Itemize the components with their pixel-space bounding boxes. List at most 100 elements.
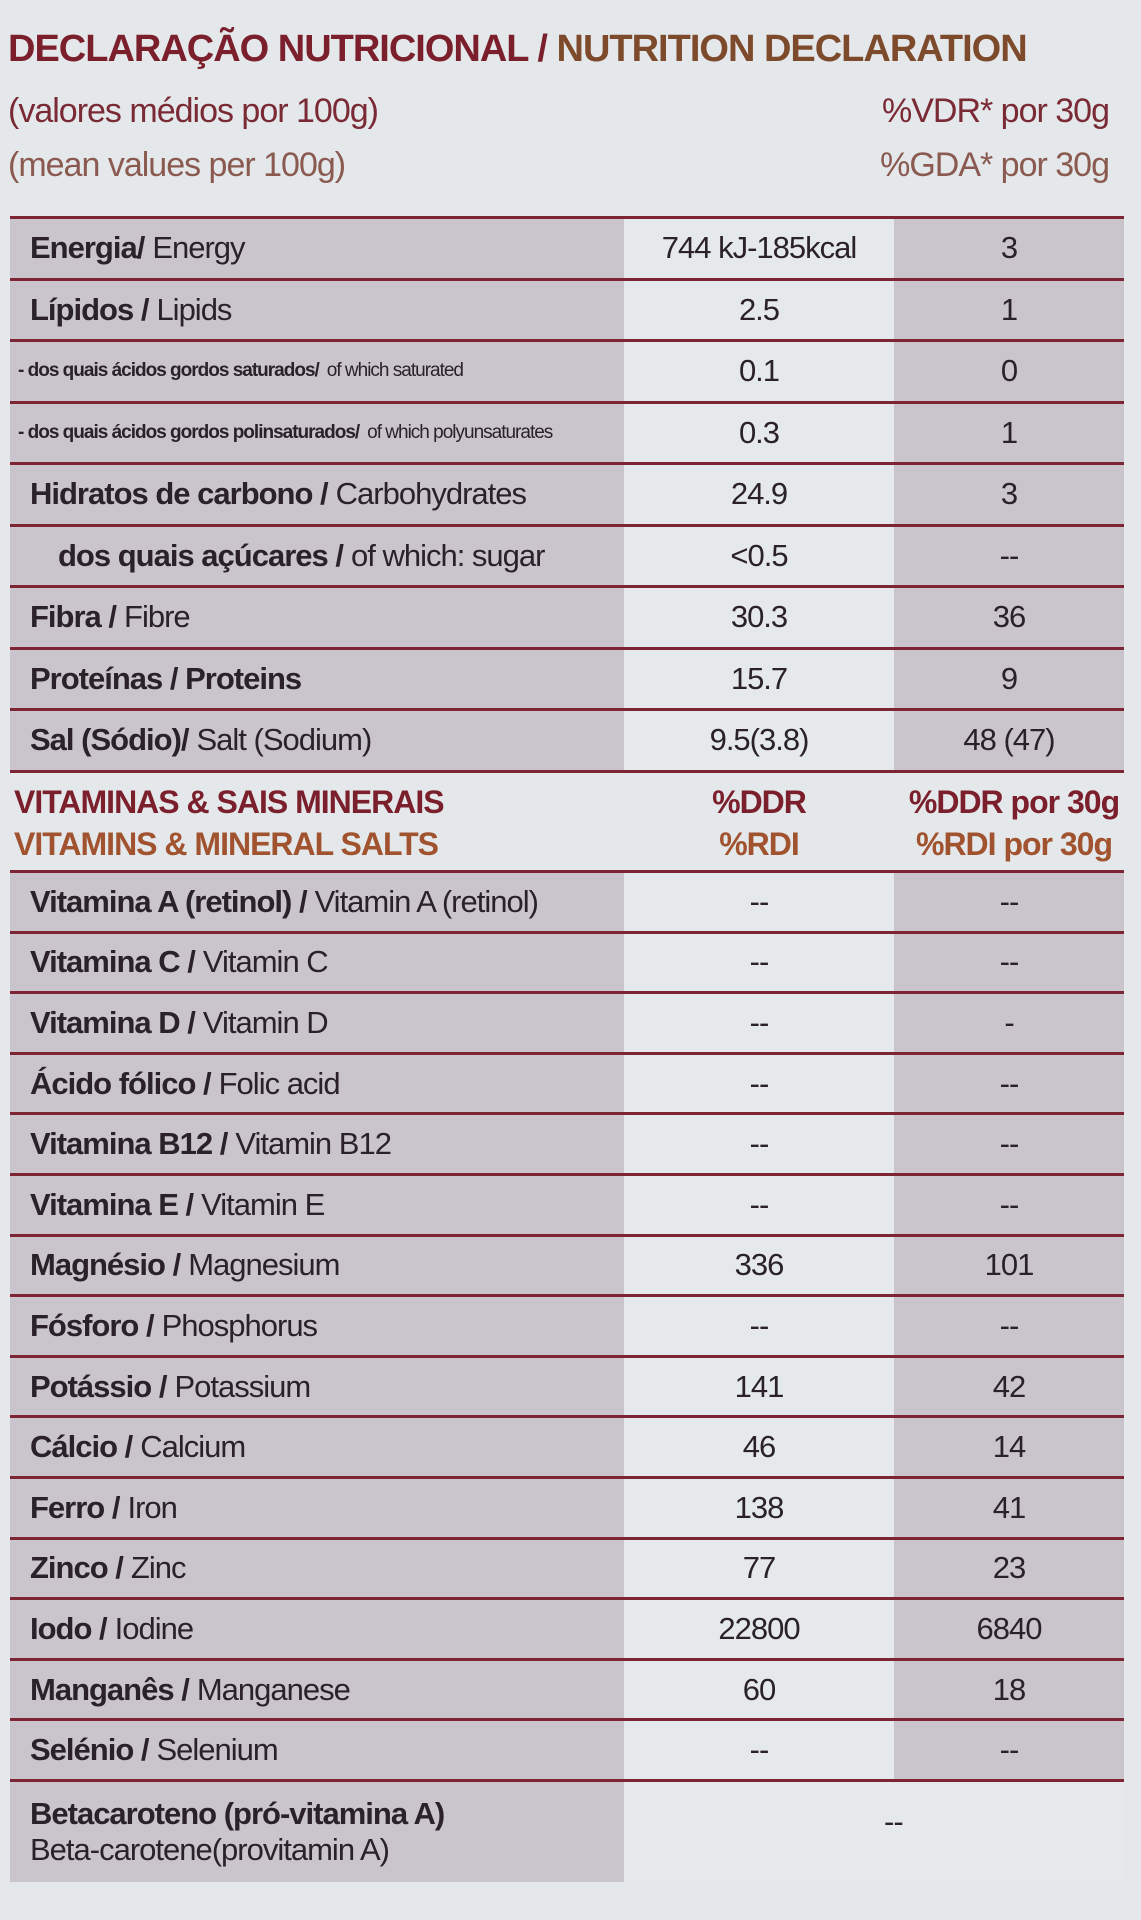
- value-cell: 24.9: [624, 465, 894, 524]
- table-row: Iodo / Iodine 22800 6840: [10, 1600, 1124, 1661]
- percent-cell: 18: [894, 1660, 1124, 1719]
- label-en: Vitamin C: [202, 944, 329, 980]
- col1-en: %RDI: [719, 826, 800, 862]
- table-row: Manganês / Manganese 60 18: [10, 1660, 1124, 1722]
- title-en: NUTRITION DECLARATION: [556, 28, 1028, 70]
- value-cell: 141: [624, 1357, 894, 1416]
- label-en: Carbohydrates: [335, 476, 527, 512]
- value-cell: --: [624, 994, 894, 1052]
- label-en: Vitamin A (retinol): [314, 883, 539, 919]
- table-row: Magnésio / Magnesium 336 101: [10, 1236, 1124, 1298]
- value-cell: 336: [624, 1236, 894, 1295]
- percent-cell: 48 (47): [894, 711, 1124, 770]
- table-row: Selénio / Selenium -- --: [10, 1721, 1124, 1782]
- label-pt: Sal (Sódio)/: [30, 722, 189, 758]
- label-cell: - dos quais ácidos gordos polinsaturados…: [10, 403, 624, 462]
- label-en: Phosphorus: [161, 1307, 318, 1343]
- col2-en: %RDI por 30g: [915, 826, 1113, 862]
- value-cell: --: [624, 1297, 894, 1355]
- value-cell: 15.7: [624, 649, 894, 708]
- label-cell: Zinco / Zinc: [10, 1539, 624, 1598]
- label-pt: Fibra /: [30, 599, 117, 635]
- value-cell: 46: [624, 1418, 894, 1476]
- table-row: Vitamina D / Vitamin D -- -: [10, 994, 1124, 1055]
- percent-cell: --: [894, 1297, 1124, 1355]
- label-cell: Manganês / Manganese: [10, 1660, 624, 1719]
- label-pt: Proteínas / Proteins: [30, 660, 302, 696]
- label-cell: Sal (Sódio)/Salt (Sodium): [10, 711, 624, 770]
- label-pt: Vitamina A (retinol) /: [30, 883, 308, 919]
- label-cell: - dos quais ácidos gordos saturados/of w…: [10, 342, 624, 401]
- table-row: Hidratos de carbono / Carbohydrates 24.9 3: [10, 465, 1124, 527]
- label-cell: Proteínas / Proteins: [10, 649, 624, 708]
- label-en: Vitamin B12: [235, 1126, 392, 1162]
- percent-cell: 1: [894, 280, 1124, 339]
- label-pt: Potássio /: [30, 1368, 167, 1404]
- label-cell: Ácido fólico / Folic acid: [10, 1054, 624, 1113]
- value-cell: <0.5: [624, 526, 894, 585]
- percent-cell: 1: [894, 403, 1124, 462]
- label-en: Lipids: [156, 291, 232, 327]
- label-cell: Vitamina E / Vitamin E: [10, 1176, 624, 1234]
- percent-cell: 14: [894, 1418, 1124, 1476]
- label-en: Salt (Sodium): [196, 722, 373, 758]
- table-row: Cálcio / Calcium 46 14: [10, 1418, 1124, 1479]
- label-pt: Vitamina E /: [30, 1186, 194, 1222]
- label-en: Potassium: [174, 1368, 311, 1404]
- value-cell: --: [624, 1115, 894, 1173]
- label-en: Calcium: [140, 1429, 246, 1465]
- label-en: Iodine: [114, 1610, 194, 1646]
- table-row: - dos quais ácidos gordos saturados/of w…: [10, 342, 1124, 404]
- label-cell: Betacaroteno (pró-vitamina A) Beta-carote…: [10, 1782, 624, 1882]
- percent-cell: --: [894, 873, 1124, 931]
- subtitle-en: (mean values per 100g): [8, 146, 346, 184]
- col1-pt: %DDR: [712, 784, 807, 820]
- label-en: Magnesium: [188, 1247, 340, 1283]
- label-pt: - dos quais ácidos gordos polinsaturados…: [18, 421, 360, 443]
- label-cell: Ferro / Iron: [10, 1479, 624, 1537]
- table-row: - dos quais ácidos gordos polinsaturados…: [10, 403, 1124, 465]
- table-row: Potássio / Potassium 141 42: [10, 1357, 1124, 1419]
- value-cell: --: [624, 933, 894, 992]
- label-pt: Betacaroteno (pró-vitamina A): [30, 1796, 445, 1831]
- label-pt: Lípidos /: [30, 291, 149, 327]
- title: DECLARAÇÃO NUTRICIONAL / NUTRITION DECLA…: [8, 28, 1028, 71]
- percent-cell: -: [894, 994, 1124, 1052]
- table-row: Betacaroteno (pró-vitamina A) Beta-carote…: [10, 1782, 1124, 1882]
- value-cell: --: [624, 1782, 1124, 1882]
- label-cell: Lípidos / Lipids: [10, 280, 624, 339]
- value-cell: 2.5: [624, 280, 894, 339]
- label-pt: Cálcio /: [30, 1429, 133, 1465]
- label-pt: - dos quais ácidos gordos saturados/: [18, 360, 320, 382]
- value-cell: --: [624, 1721, 894, 1779]
- label-en: Manganese: [196, 1671, 351, 1707]
- value-cell: --: [624, 1054, 894, 1113]
- percent-cell: --: [894, 1176, 1124, 1234]
- value-cell: 30.3: [624, 588, 894, 647]
- percent-cell: 0: [894, 342, 1124, 401]
- percent-cell: --: [894, 1115, 1124, 1173]
- value-cell: 60: [624, 1660, 894, 1719]
- label-pt: Manganês /: [30, 1671, 190, 1707]
- percent-cell: 36: [894, 588, 1124, 647]
- percent-cell: 41: [894, 1479, 1124, 1537]
- percent-cell: 3: [894, 219, 1124, 278]
- rule: [10, 216, 1124, 219]
- label-cell: Selénio / Selenium: [10, 1721, 624, 1779]
- label-pt: Ácido fólico /: [30, 1065, 212, 1101]
- col2-pt: %DDR por 30g: [908, 784, 1120, 820]
- table-row: Ferro / Iron 138 41: [10, 1479, 1124, 1540]
- label-pt: Vitamina B12 /: [30, 1126, 228, 1162]
- percent-cell: 42: [894, 1357, 1124, 1416]
- label-en: Zinc: [130, 1550, 187, 1586]
- value-cell: --: [624, 1176, 894, 1234]
- label-en: of which polyunsaturates: [367, 421, 553, 443]
- table-row: Vitamina B12 /Vitamin B12 -- --: [10, 1115, 1124, 1176]
- table-row: dos quais açúcares / of which: sugar <0.5-…: [10, 526, 1124, 588]
- table-row: Sal (Sódio)/Salt (Sodium) 9.5(3.8) 48 (47): [10, 711, 1124, 773]
- label-cell: Vitamina D / Vitamin D: [10, 994, 624, 1052]
- table-row: Lípidos / Lipids 2.5 1: [10, 280, 1124, 342]
- label-cell: Fibra / Fibre: [10, 588, 624, 647]
- label-cell: Cálcio / Calcium: [10, 1418, 624, 1476]
- table-row: Fósforo / Phosphorus -- --: [10, 1297, 1124, 1358]
